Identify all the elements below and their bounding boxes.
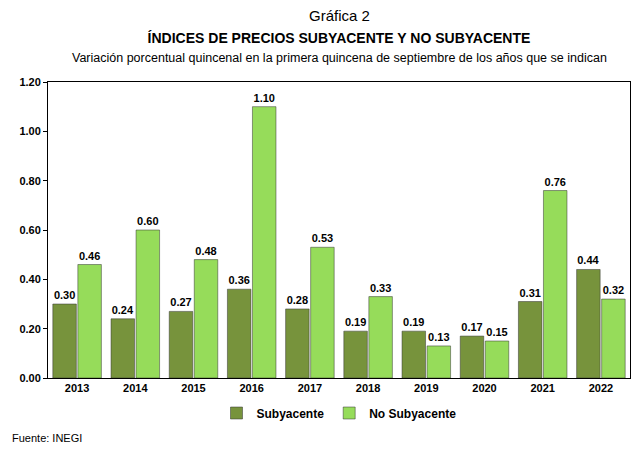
svg-text:0.19: 0.19 — [345, 316, 366, 328]
svg-text:2014: 2014 — [123, 382, 148, 394]
svg-text:Subyacente: Subyacente — [257, 407, 325, 421]
svg-text:ÍNDICES DE PRECIOS SUBYACENTE: ÍNDICES DE PRECIOS SUBYACENTE Y NO SUBYA… — [148, 30, 531, 46]
svg-text:0.30: 0.30 — [54, 289, 75, 301]
svg-text:0.19: 0.19 — [403, 316, 424, 328]
svg-text:2016: 2016 — [239, 382, 263, 394]
svg-text:0.00: 0.00 — [19, 372, 40, 384]
svg-text:2021: 2021 — [530, 382, 554, 394]
svg-text:0.32: 0.32 — [603, 284, 624, 296]
svg-text:0.15: 0.15 — [486, 326, 507, 338]
svg-text:0.76: 0.76 — [545, 176, 566, 188]
svg-text:0.27: 0.27 — [170, 296, 191, 308]
svg-text:2022: 2022 — [589, 382, 613, 394]
svg-text:2017: 2017 — [298, 382, 322, 394]
svg-text:0.33: 0.33 — [370, 282, 391, 294]
svg-text:Fuente: INEGI: Fuente: INEGI — [12, 432, 82, 444]
svg-text:0.20: 0.20 — [19, 323, 40, 335]
svg-text:0.31: 0.31 — [519, 287, 540, 299]
svg-text:2019: 2019 — [414, 382, 438, 394]
svg-text:0.28: 0.28 — [287, 294, 308, 306]
svg-text:2018: 2018 — [356, 382, 380, 394]
svg-text:2015: 2015 — [181, 382, 205, 394]
svg-text:0.60: 0.60 — [137, 215, 158, 227]
svg-text:0.46: 0.46 — [79, 250, 100, 262]
svg-text:0.80: 0.80 — [19, 175, 40, 187]
svg-text:0.44: 0.44 — [577, 254, 599, 266]
svg-text:0.48: 0.48 — [195, 245, 216, 257]
svg-text:0.40: 0.40 — [19, 273, 40, 285]
svg-text:2020: 2020 — [472, 382, 496, 394]
svg-text:1.20: 1.20 — [19, 76, 40, 88]
svg-text:1.10: 1.10 — [254, 92, 275, 104]
svg-text:0.24: 0.24 — [112, 304, 134, 316]
svg-text:2013: 2013 — [65, 382, 89, 394]
svg-text:1.00: 1.00 — [19, 125, 40, 137]
svg-text:Gráfica 2: Gráfica 2 — [309, 7, 370, 24]
svg-text:Variación porcentual quincenal: Variación porcentual quincenal en la pri… — [72, 51, 607, 65]
svg-text:0.36: 0.36 — [228, 274, 249, 286]
svg-text:0.53: 0.53 — [312, 232, 333, 244]
svg-text:0.60: 0.60 — [19, 224, 40, 236]
svg-text:No Subyacente: No Subyacente — [369, 407, 456, 421]
svg-text:0.13: 0.13 — [428, 331, 449, 343]
svg-text:0.17: 0.17 — [461, 321, 482, 333]
